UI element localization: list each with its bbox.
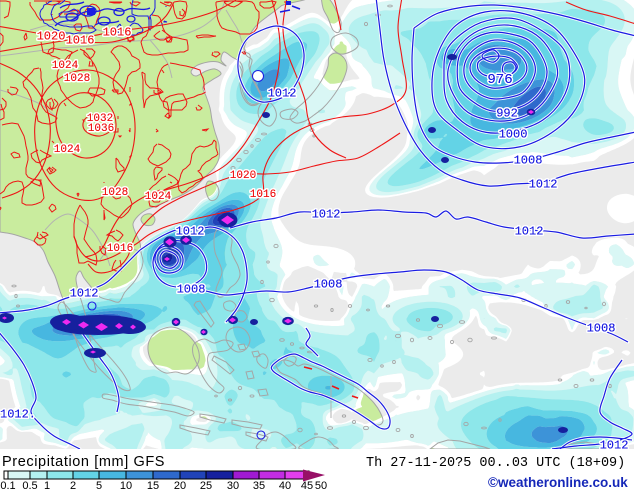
- svg-text:1012.: 1012.: [0, 407, 36, 421]
- svg-text:1000: 1000: [499, 127, 528, 141]
- svg-text:1020: 1020: [37, 29, 66, 43]
- svg-text:1020: 1020: [230, 170, 256, 182]
- svg-text:1008: 1008: [314, 277, 343, 291]
- svg-text:1028: 1028: [102, 187, 128, 199]
- svg-text:1032: 1032: [87, 113, 113, 125]
- svg-text:20: 20: [174, 480, 186, 490]
- svg-text:1028: 1028: [102, 187, 128, 199]
- svg-text:1016: 1016: [107, 243, 133, 255]
- svg-text:1012: 1012: [515, 224, 544, 238]
- svg-text:2: 2: [70, 480, 76, 490]
- svg-text:1000: 1000: [499, 127, 528, 141]
- svg-text:15: 15: [147, 480, 159, 490]
- svg-text:1008: 1008: [587, 321, 616, 335]
- svg-text:1028: 1028: [64, 73, 90, 85]
- svg-text:1012: 1012: [70, 286, 99, 300]
- svg-text:40: 40: [279, 480, 291, 490]
- svg-text:1020: 1020: [37, 29, 66, 43]
- svg-text:0.1: 0.1: [0, 480, 15, 490]
- svg-text:1024: 1024: [145, 191, 172, 203]
- svg-text:1032: 1032: [87, 113, 113, 125]
- svg-text:1028: 1028: [64, 73, 90, 85]
- svg-text:5: 5: [96, 480, 102, 490]
- svg-text:1024: 1024: [52, 60, 79, 72]
- svg-text:1016: 1016: [107, 243, 133, 255]
- svg-text:30: 30: [227, 480, 239, 490]
- svg-text:992: 992: [496, 106, 518, 120]
- svg-text:1012: 1012: [600, 438, 629, 452]
- svg-text:1008: 1008: [177, 282, 206, 296]
- svg-text:1012: 1012: [600, 438, 629, 452]
- svg-text:1036: 1036: [88, 123, 114, 135]
- svg-text:©weatheronline.co.uk: ©weatheronline.co.uk: [488, 475, 628, 490]
- svg-text:1012: 1012: [268, 86, 297, 100]
- svg-text:1012.: 1012.: [0, 407, 36, 421]
- svg-text:1036: 1036: [88, 123, 114, 135]
- svg-text:1024: 1024: [54, 144, 81, 156]
- svg-text:1016: 1016: [250, 189, 276, 201]
- svg-text:Precipitation [mm] GFS: Precipitation [mm] GFS: [2, 454, 165, 470]
- svg-text:1012: 1012: [268, 86, 297, 100]
- svg-text:1012: 1012: [312, 207, 341, 221]
- svg-text:1008: 1008: [314, 277, 343, 291]
- svg-text:10: 10: [120, 480, 132, 490]
- svg-text:1008: 1008: [587, 321, 616, 335]
- svg-text:1008: 1008: [514, 153, 543, 167]
- svg-text:1024: 1024: [145, 191, 172, 203]
- svg-text:50: 50: [315, 480, 327, 490]
- svg-text:1016: 1016: [66, 33, 95, 47]
- svg-text:1016: 1016: [103, 25, 132, 39]
- svg-text:1024: 1024: [54, 144, 81, 156]
- svg-text:1008: 1008: [177, 282, 206, 296]
- svg-text:1008: 1008: [514, 153, 543, 167]
- svg-text:1012: 1012: [515, 224, 544, 238]
- svg-text:35: 35: [253, 480, 265, 490]
- svg-text:1012: 1012: [312, 207, 341, 221]
- svg-text:25: 25: [200, 480, 212, 490]
- svg-text:1012: 1012: [176, 224, 205, 238]
- svg-text:1012: 1012: [529, 177, 558, 191]
- svg-text:1016: 1016: [66, 33, 95, 47]
- svg-text:976: 976: [487, 72, 512, 88]
- svg-text:1020: 1020: [230, 170, 256, 182]
- svg-text:0.5: 0.5: [22, 480, 37, 490]
- svg-text:1016: 1016: [103, 25, 132, 39]
- svg-text:1012: 1012: [70, 286, 99, 300]
- svg-text:992: 992: [496, 106, 518, 120]
- svg-text:45: 45: [301, 480, 313, 490]
- svg-text:976: 976: [487, 72, 512, 88]
- svg-text:1016: 1016: [250, 189, 276, 201]
- svg-text:1024: 1024: [52, 60, 79, 72]
- svg-text:Th 27-11-20?5 00..03 UTC (18+0: Th 27-11-20?5 00..03 UTC (18+09): [366, 456, 625, 471]
- svg-text:1012: 1012: [176, 224, 205, 238]
- svg-text:1012: 1012: [529, 177, 558, 191]
- svg-text:1: 1: [44, 480, 50, 490]
